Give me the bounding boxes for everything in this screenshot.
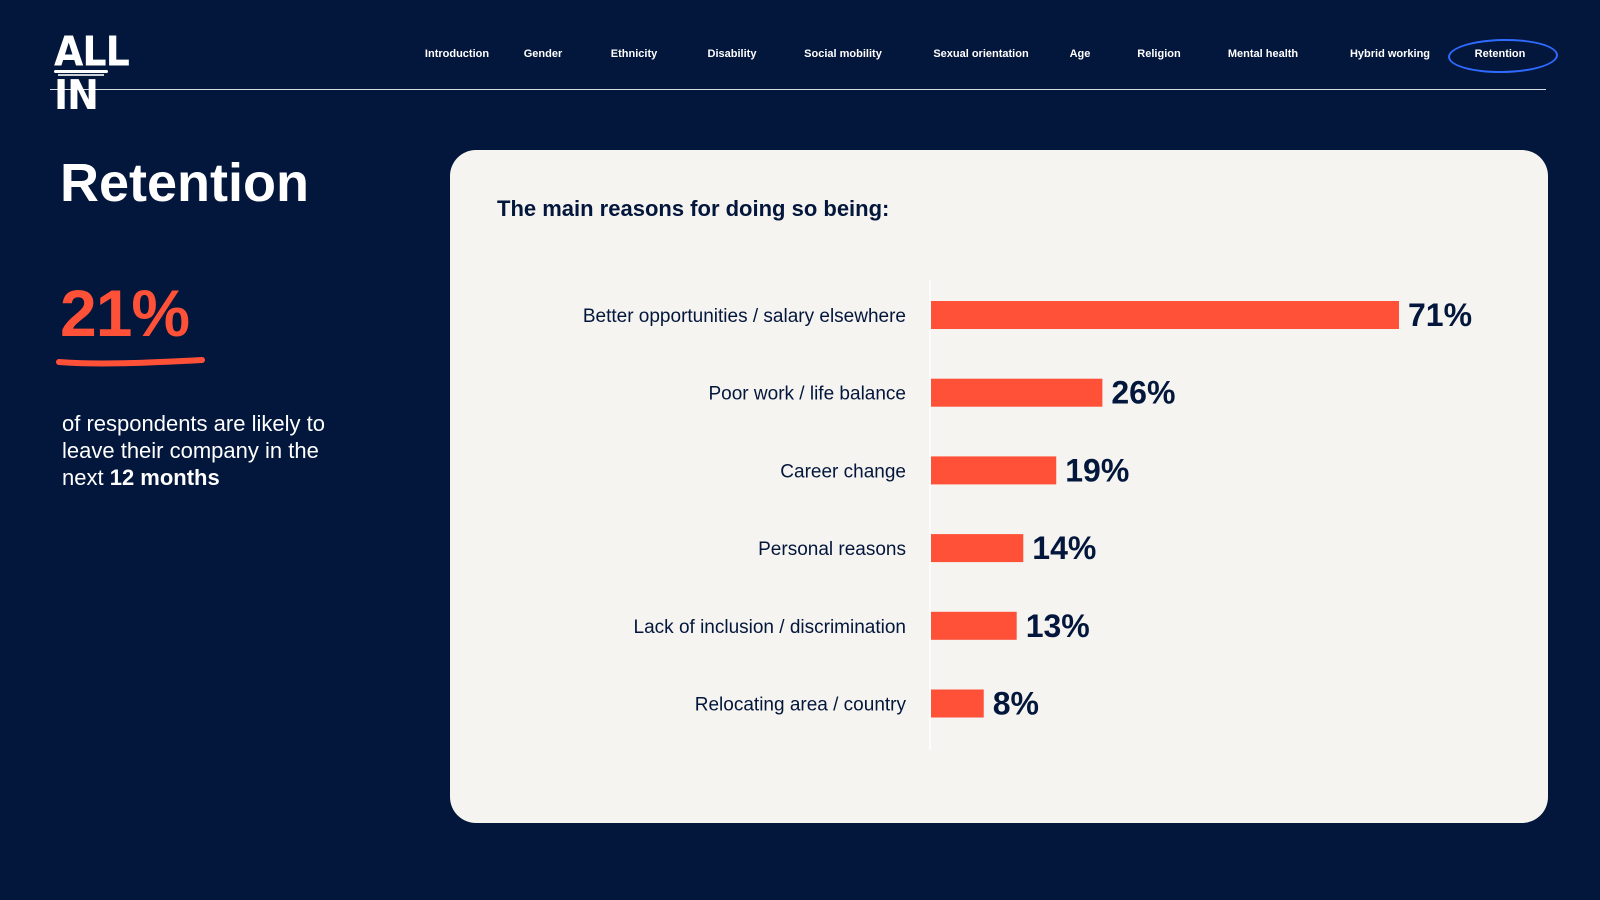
active-nav-indicator [1447,38,1559,74]
category-label: Poor work / life balance [709,384,907,405]
nav-item-disability[interactable]: Disability [707,48,757,60]
bar [931,378,1103,407]
logo-underline-secondary [58,74,104,76]
stat-description: of respondents are likely to leave their… [62,410,362,491]
stat-description-emphasis: 12 months [109,465,220,490]
all-in-logo[interactable]: ALL IN [54,30,150,116]
reasons-chart-card: The main reasons for doing so being: Bet… [450,150,1548,823]
headline-stat: 21% [60,276,190,350]
logo-underline [54,70,108,73]
bar [931,301,1399,329]
nav-item-religion[interactable]: Religion [1137,48,1181,60]
nav-divider [50,89,1546,90]
data-label: 14% [1032,530,1096,566]
category-label: Relocating area / country [695,695,907,716]
category-label: Career change [780,461,906,482]
chart-title: The main reasons for doing so being: [497,196,890,221]
data-label: 8% [993,686,1039,722]
nav-item-social-mobility[interactable]: Social mobility [804,48,882,60]
stat-underline-stroke [56,357,205,367]
nav-item-hybrid-working[interactable]: Hybrid working [1349,48,1431,60]
nav-item-ethnicity[interactable]: Ethnicity [610,48,658,60]
nav-item-mental-health[interactable]: Mental health [1227,48,1299,60]
bar [931,689,984,718]
data-label: 71% [1408,297,1472,333]
nav-item-age[interactable]: Age [1069,48,1091,60]
top-navigation: Introduction Gender Ethnicity Disability… [0,48,1600,64]
data-label: 19% [1065,452,1129,488]
category-label: Better opportunities / salary elsewhere [583,306,906,327]
bar [931,534,1024,563]
category-label: Lack of inclusion / discrimination [634,617,906,638]
stat-description-text: of respondents are likely to leave their… [62,411,325,490]
nav-item-sexual-orientation[interactable]: Sexual orientation [933,48,1029,60]
nav-item-introduction[interactable]: Introduction [424,48,490,60]
bar [931,456,1057,485]
data-label: 13% [1026,608,1090,644]
logo-text: ALL IN [54,27,130,119]
reasons-bar-chart: Better opportunities / salary elsewhere 7… [583,280,1472,750]
nav-item-gender[interactable]: Gender [523,48,563,60]
nav-item-retention[interactable]: Retention [1474,48,1526,60]
page-title: Retention [60,153,309,213]
data-label: 26% [1111,375,1175,411]
category-label: Personal reasons [758,539,906,560]
bar [931,611,1017,640]
